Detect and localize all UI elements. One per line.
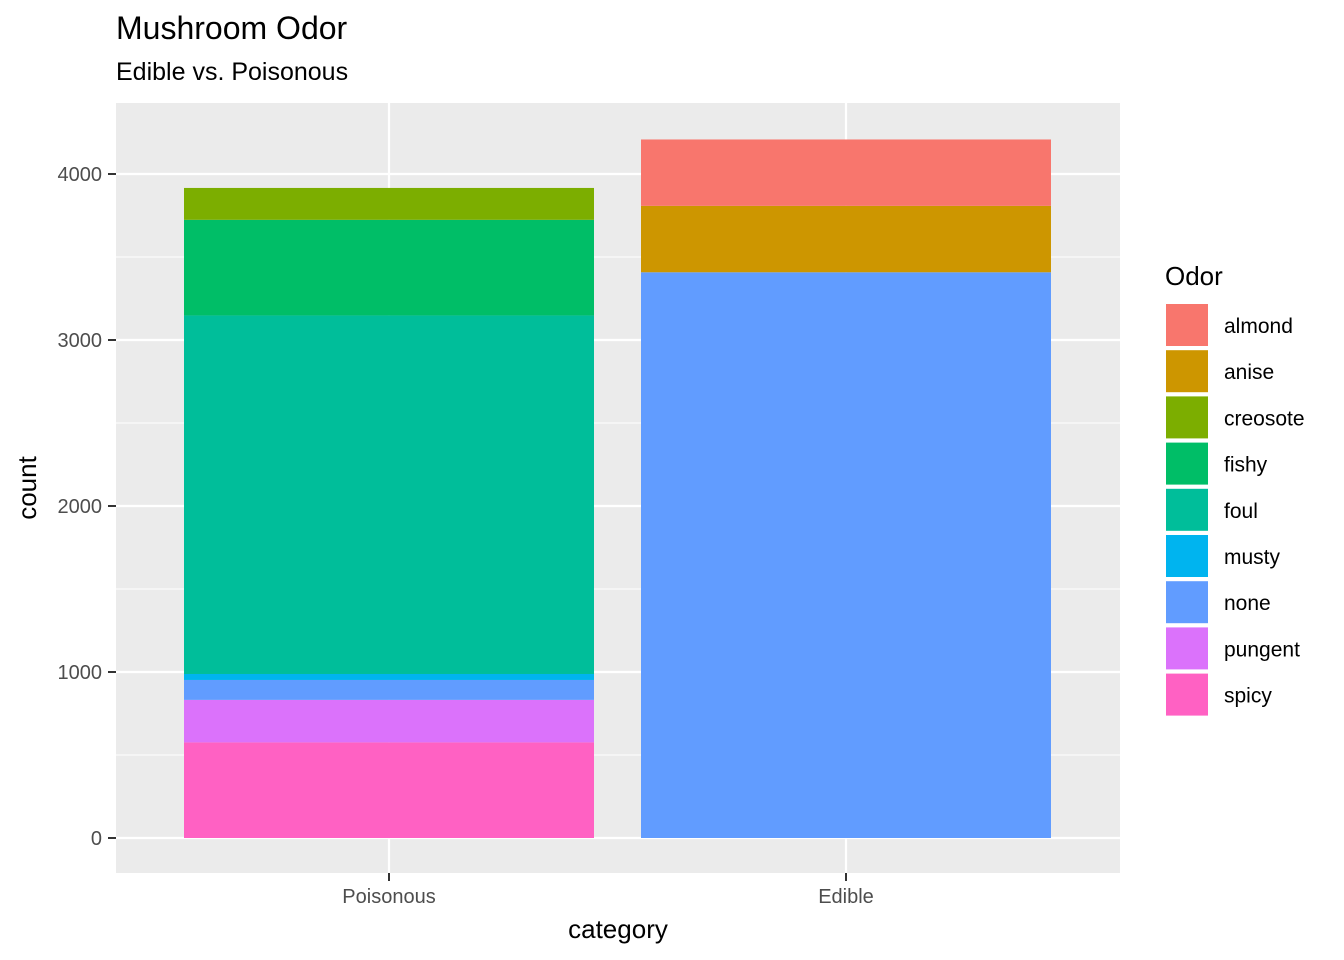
bar-segment-musty-poisonous [184,673,594,680]
legend-label-pungent: pungent [1224,638,1300,661]
bar-segment-anise-edible [641,205,1051,273]
legend: Odor almond anise creosote fishy foul musty no… [1165,261,1305,716]
legend-key-almond [1166,304,1208,346]
bar-segment-almond-edible [641,139,1051,206]
legend-key-spicy [1166,673,1208,716]
bar-segment-spicy-poisonous [184,742,594,838]
bars [184,139,1051,839]
y-axis: 0 1000 2000 3000 4000 [58,164,116,850]
x-tick-label: Poisonous [342,886,435,908]
legend-label-foul: foul [1224,500,1258,523]
chart-title: Mushroom Odor [116,10,348,46]
y-tick-label: 3000 [58,330,103,352]
legend-label-fishy: fishy [1224,454,1268,477]
bar-segment-pungent-poisonous [184,699,594,743]
bar-segment-none-edible [641,272,1051,839]
bar-segment-creosote-poisonous [184,187,594,220]
legend-key-anise [1166,350,1208,393]
legend-label-spicy: spicy [1224,685,1272,708]
legend-key-foul [1166,488,1208,531]
bar-segment-foul-poisonous [184,315,594,674]
y-tick-label: 0 [91,828,102,850]
legend-label-anise: anise [1224,361,1274,384]
y-tick-label: 1000 [58,662,103,684]
legend-title: Odor [1165,261,1223,291]
legend-key-pungent [1166,627,1208,670]
y-tick-label: 2000 [58,496,103,518]
legend-label-almond: almond [1224,315,1293,338]
x-tick-label: Edible [818,886,874,908]
legend-key-musty [1166,535,1208,577]
legend-label-none: none [1224,592,1271,615]
legend-key-fishy [1166,442,1208,485]
x-axis: Poisonous Edible [342,873,874,908]
x-axis-title: category [568,914,668,944]
chart-subtitle: Edible vs. Poisonous [116,58,349,86]
y-axis-title: count [12,455,42,519]
y-tick-label: 4000 [58,164,103,186]
bar-segment-none-poisonous [184,679,594,700]
legend-label-creosote: creosote [1224,407,1305,430]
legend-key-creosote [1166,396,1208,439]
bar-segment-fishy-poisonous [184,219,594,316]
legend-label-musty: musty [1224,546,1281,569]
legend-key-none [1166,581,1208,624]
